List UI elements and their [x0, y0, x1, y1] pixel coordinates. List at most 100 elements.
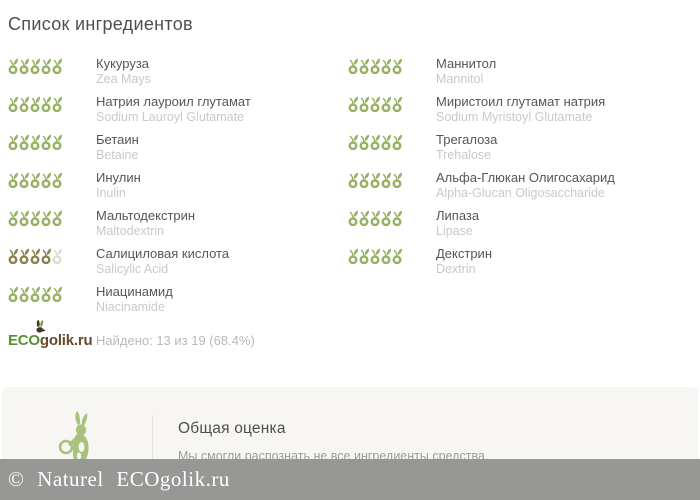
ingredient-name[interactable]: Натрия лауроил глутамат	[96, 94, 251, 109]
ingredient-labels: Маннитол Mannitol	[436, 56, 496, 86]
ingredient-labels: Липаза Lipase	[436, 208, 479, 238]
ingredient-labels: Салициловая кислота Salicylic Acid	[96, 246, 229, 276]
rating-apple-filled-icon	[52, 96, 63, 112]
rating-apple-filled-icon	[8, 96, 19, 112]
ingredient-labels: Ниацинамид Niacinamide	[96, 284, 173, 314]
ingredient-name[interactable]: Бетаин	[96, 132, 139, 147]
ingredient-name[interactable]: Маннитол	[436, 56, 497, 71]
found-row: ECOgolik.ru Найдено: 13 из 19 (68.4%)	[8, 319, 348, 350]
rating-apple-filled-icon	[8, 58, 19, 74]
rating-apple-filled-icon	[348, 210, 359, 226]
rating-apple-filled-icon	[381, 58, 392, 74]
rating-apple-filled-icon	[370, 210, 381, 226]
ecogolik-logo-link[interactable]: ECOgolik.ru	[8, 319, 96, 350]
ingredient-name[interactable]: Салициловая кислота	[96, 246, 230, 261]
ingredient-name[interactable]: Мальтодекстрин	[96, 208, 196, 223]
ingredient-latin-name: Alpha-Glucan Oligosaccharide	[436, 186, 605, 200]
rating-apple-filled-icon	[381, 210, 392, 226]
rating-apple-filled-icon	[370, 134, 381, 150]
ingredient-latin-name: Salicylic Acid	[96, 262, 169, 276]
ingredient-row: Инулин Inulin	[8, 170, 348, 200]
ingredient-rating	[8, 170, 96, 188]
rating-apple-filled-icon	[30, 58, 41, 74]
ingredient-latin-name: Niacinamide	[96, 300, 165, 314]
logo-golik-part: golik.ru	[39, 332, 93, 349]
ingredient-list-right: Маннитол Mannitol Миристоил глутамат нат…	[348, 56, 692, 276]
ingredient-row: Кукуруза Zea Mays	[8, 56, 348, 86]
ingredient-name[interactable]: Миристоил глутамат натрия	[436, 94, 606, 109]
rating-apple-filled-icon	[359, 96, 370, 112]
rating-apple-filled-icon	[381, 172, 392, 188]
rating-apple-filled-icon	[359, 210, 370, 226]
ingredient-latin-name: Lipase	[436, 224, 473, 238]
ingredient-rating	[8, 56, 96, 74]
rating-apple-filled-icon	[348, 134, 359, 150]
ingredient-rating	[348, 208, 436, 226]
rating-apple-filled-icon	[392, 134, 403, 150]
ingredient-latin-name: Sodium Lauroyl Glutamate	[96, 110, 244, 124]
ingredient-labels: Кукуруза Zea Mays	[96, 56, 151, 86]
ingredient-labels: Миристоил глутамат натрия Sodium Myristo…	[436, 94, 605, 124]
summary-title: Общая оценка	[178, 420, 286, 437]
rating-apple-filled-icon	[392, 172, 403, 188]
rating-apple-filled-icon	[8, 172, 19, 188]
rating-apple-filled-icon	[8, 286, 19, 302]
rating-apple-filled-icon	[41, 172, 52, 188]
ingredient-list-left: Кукуруза Zea Mays Натрия лауроил глутама…	[8, 56, 348, 314]
ingredient-row: Трегалоза Trehalose	[348, 132, 692, 162]
ingredient-latin-name: Maltodextrin	[96, 224, 165, 238]
rating-apple-filled-icon	[19, 210, 30, 226]
ingredient-name[interactable]: Декстрин	[436, 246, 492, 261]
ingredient-labels: Бетаин Betaine	[96, 132, 139, 162]
rating-apple-filled-icon	[52, 58, 63, 74]
ingredient-rating	[8, 284, 96, 302]
summary-text-block: Общая оценка Мы смогли распознать не все…	[178, 420, 678, 463]
rating-apple-filled-icon	[348, 58, 359, 74]
ingredient-name[interactable]: Инулин	[96, 170, 141, 185]
ingredients-column-left: Кукуруза Zea Mays Натрия лауроил глутама…	[8, 56, 348, 350]
ingredient-name[interactable]: Альфа-Глюкан Олигосахарид	[436, 170, 615, 185]
rating-apple-filled-icon	[370, 172, 381, 188]
ingredient-labels: Трегалоза Trehalose	[436, 132, 497, 162]
ingredient-rating	[348, 94, 436, 112]
ingredient-name[interactable]: Липаза	[436, 208, 480, 223]
rating-apple-filled-icon	[19, 96, 30, 112]
rating-apple-filled-icon	[348, 172, 359, 188]
ingredient-row: Мальтодекстрин Maltodextrin	[8, 208, 348, 238]
rating-apple-filled-icon	[52, 172, 63, 188]
ingredient-name[interactable]: Трегалоза	[436, 132, 498, 147]
rating-apple-filled-icon	[370, 58, 381, 74]
ingredient-labels: Альфа-Глюкан Олигосахарид Alpha-Glucan O…	[436, 170, 615, 200]
rating-apple-filled-icon	[41, 58, 52, 74]
ingredient-rating	[348, 56, 436, 74]
ingredients-grid: Кукуруза Zea Mays Натрия лауроил глутама…	[8, 56, 700, 350]
rating-apple-filled-icon	[359, 172, 370, 188]
rating-apple-filled-icon	[392, 248, 403, 264]
rating-apple-filled-icon	[392, 58, 403, 74]
rating-apple-filled-icon	[370, 96, 381, 112]
rating-apple-filled-icon	[381, 134, 392, 150]
rating-apple-filled-icon	[359, 248, 370, 264]
rating-apple-filled-icon	[52, 210, 63, 226]
rating-apple-filled-icon	[348, 96, 359, 112]
rating-apple-filled-icon	[19, 248, 30, 264]
rating-apple-filled-icon	[41, 210, 52, 226]
ingredient-row: Натрия лауроил глутамат Sodium Lauroyl G…	[8, 94, 348, 124]
ingredient-name[interactable]: Ниацинамид	[96, 284, 173, 299]
rating-apple-filled-icon	[52, 286, 63, 302]
rating-apple-filled-icon	[30, 248, 41, 264]
ingredient-row: Декстрин Dextrin	[348, 246, 692, 276]
rating-apple-filled-icon	[359, 134, 370, 150]
rating-apple-filled-icon	[19, 286, 30, 302]
ingredient-rating	[348, 246, 436, 264]
ingredient-labels: Инулин Inulin	[96, 170, 141, 200]
ingredient-row: Липаза Lipase	[348, 208, 692, 238]
ingredient-name[interactable]: Кукуруза	[96, 56, 150, 71]
summary-divider	[152, 415, 153, 459]
ingredient-rating	[8, 246, 96, 264]
rating-apple-filled-icon	[30, 172, 41, 188]
rating-apple-filled-icon	[392, 210, 403, 226]
ingredient-rating	[8, 208, 96, 226]
ingredient-latin-name: Mannitol	[436, 72, 484, 86]
rating-apple-filled-icon	[381, 96, 392, 112]
